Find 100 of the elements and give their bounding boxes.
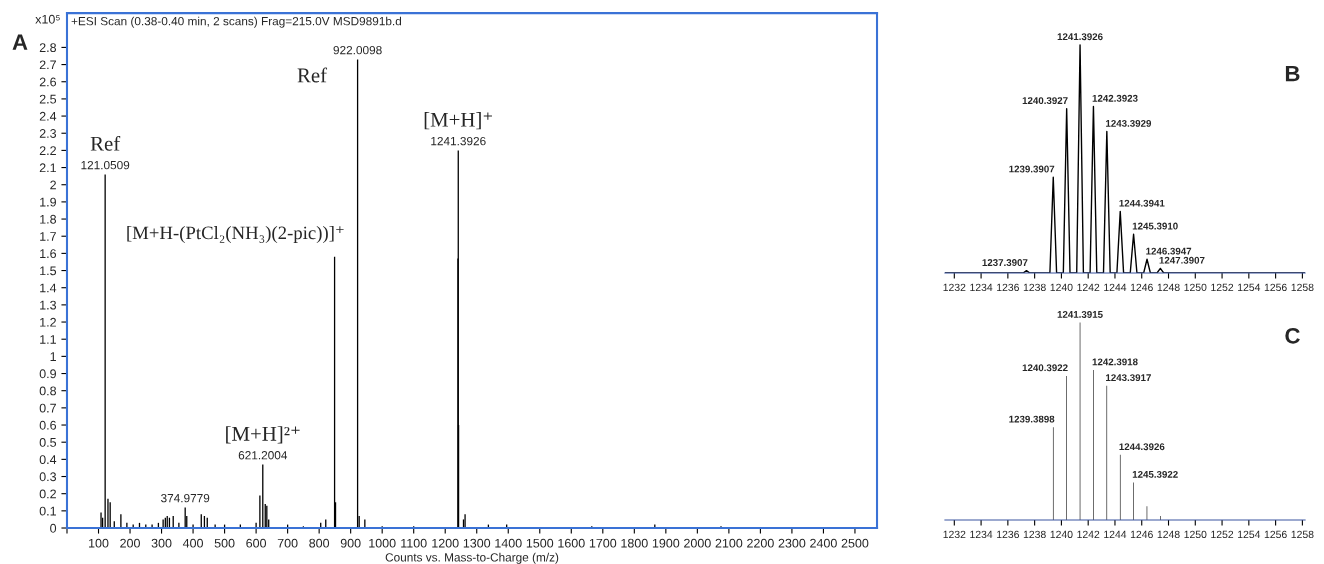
annotation: Ref <box>90 135 121 151</box>
x-tick-label: 1256 <box>1264 530 1287 539</box>
x-tick-label: 1248 <box>1157 283 1180 292</box>
x-tick-label: 1232 <box>943 283 966 292</box>
annotation: 1246.3947 <box>1146 247 1192 255</box>
annotation: 1242.3918 <box>1092 358 1138 366</box>
x-tick-label: 2100 <box>715 538 743 548</box>
y-tick-label: 2.2 <box>39 146 56 155</box>
x-tick-label: 1500 <box>526 538 554 548</box>
y-tick-label: 1.9 <box>40 197 56 207</box>
x-tick-label: 2200 <box>747 538 774 548</box>
x-tick-label: 1242 <box>1077 530 1100 538</box>
x-tick-label: 1000 <box>369 538 396 548</box>
annotation: 922.0098 <box>333 45 382 55</box>
x-tick-label: 1234 <box>970 283 993 292</box>
y-tick-label: 2.8 <box>39 43 57 53</box>
annotation: B <box>1285 65 1300 82</box>
annotation: [M+H-(PtCl₂(NH₃)(2-pic))]⁺ <box>127 226 344 244</box>
y-tick-label: 1.7 <box>40 232 56 241</box>
y-tick-label: 1.2 <box>40 317 56 327</box>
annotation: [M+H]²⁺ <box>226 426 300 444</box>
x-tick-label: 1236 <box>997 530 1019 539</box>
annotation: 1245.3910 <box>1132 222 1178 230</box>
annotation: [M+H]⁺ <box>424 112 492 130</box>
annotation: C <box>1285 327 1300 344</box>
y-tick-label: 0 <box>50 523 57 533</box>
x-tick-label: 1244 <box>1104 530 1127 538</box>
x-tick-label: 1300 <box>463 538 491 548</box>
annotation: 1243.3917 <box>1106 374 1151 382</box>
annotation: 1241.3915 <box>1057 311 1103 318</box>
x-tick-label: 800 <box>309 538 330 548</box>
annotation: 374.9779 <box>161 493 210 503</box>
y-tick-label: 0.4 <box>39 455 57 465</box>
x-tick-label: 1100 <box>401 538 427 548</box>
x-tick-label: 1238 <box>1023 283 1046 292</box>
chart-title: +ESI Scan (0.38-0.40 min, 2 scans) Frag=215.0V MSD9891b.d <box>71 16 402 28</box>
text: A <box>12 34 28 50</box>
x-tick-label: 1246 <box>1130 530 1153 539</box>
x-tick-label: 1800 <box>621 538 648 548</box>
x-tick-label: 1600 <box>558 538 585 548</box>
y-tick-label: 1.3 <box>40 300 57 310</box>
x-tick-label: 2400 <box>810 538 837 548</box>
x-tick-label: 1246 <box>1130 283 1153 292</box>
y-axis-title: x10⁵ <box>35 14 60 24</box>
x-tick-label: 1244 <box>1104 283 1127 291</box>
x-axis-title: Counts vs. Mass-to-Charge (m/z) <box>385 552 559 564</box>
x-tick-label: 200 <box>120 538 140 548</box>
annotation: 1241.3926 <box>1057 33 1103 41</box>
annotation: 1241.3926 <box>431 136 486 146</box>
annotation: 1244.3941 <box>1119 199 1165 207</box>
annotation: 1244.3926 <box>1119 443 1165 451</box>
y-tick-label: 1 <box>50 352 56 361</box>
annotation: 1240.3922 <box>1022 364 1068 372</box>
y-tick-label: 2 <box>50 180 56 190</box>
annotation: 1239.3907 <box>1009 165 1055 173</box>
x-tick-label: 2300 <box>778 538 806 548</box>
x-tick-label: 2500 <box>841 538 869 548</box>
y-tick-label: 2.5 <box>39 94 57 104</box>
annotation: Ref <box>297 67 328 83</box>
x-tick-label: 1234 <box>970 530 993 539</box>
x-tick-label: 100 <box>89 538 109 548</box>
y-tick-label: 1.5 <box>40 266 57 276</box>
annotation: 121.0509 <box>81 160 130 170</box>
y-tick-label: 0.9 <box>39 369 56 379</box>
x-tick-label: 1238 <box>1023 530 1046 539</box>
x-tick-label: 1240 <box>1050 283 1073 292</box>
y-tick-label: 1.1 <box>40 335 56 344</box>
y-tick-label: 2.1 <box>39 163 56 173</box>
x-tick-label: 1254 <box>1238 283 1261 292</box>
x-tick-label: 1252 <box>1211 283 1234 292</box>
x-tick-label: 1250 <box>1184 283 1207 292</box>
x-tick-label: 1248 <box>1157 530 1180 539</box>
x-tick-label: 2000 <box>684 538 711 548</box>
x-tick-label: 1250 <box>1184 530 1207 539</box>
annotation: 1240.3927 <box>1022 97 1068 105</box>
x-tick-label: 1200 <box>432 538 459 548</box>
y-tick-label: 0.3 <box>39 472 57 482</box>
x-tick-label: 1258 <box>1291 530 1314 539</box>
y-tick-label: 0.8 <box>39 386 57 396</box>
y-tick-label: 0.7 <box>39 403 56 413</box>
annotation: 1239.3898 <box>1009 415 1055 423</box>
x-tick-label: 1400 <box>495 538 522 548</box>
x-tick-label: 1700 <box>589 538 617 548</box>
x-tick-label: 1236 <box>997 283 1019 292</box>
annotation: 1242.3923 <box>1092 94 1138 102</box>
x-tick-label: 1256 <box>1264 283 1287 292</box>
annotation: 1245.3922 <box>1132 470 1178 478</box>
x-tick-label: 1252 <box>1211 530 1234 539</box>
y-tick-label: 2.6 <box>39 77 57 87</box>
annotation: 1237.3907 <box>982 259 1028 267</box>
x-tick-label: 1900 <box>652 538 680 548</box>
x-tick-label: 1254 <box>1238 530 1261 539</box>
x-tick-label: 900 <box>340 538 361 548</box>
x-tick-label: 600 <box>246 538 267 548</box>
y-tick-label: 0.5 <box>39 438 57 447</box>
y-tick-label: 1.4 <box>40 283 57 293</box>
y-tick-label: 0.2 <box>39 489 56 499</box>
y-tick-label: 1.6 <box>40 249 57 259</box>
y-tick-label: 2.7 <box>39 60 56 70</box>
x-tick-label: 1232 <box>943 530 966 539</box>
